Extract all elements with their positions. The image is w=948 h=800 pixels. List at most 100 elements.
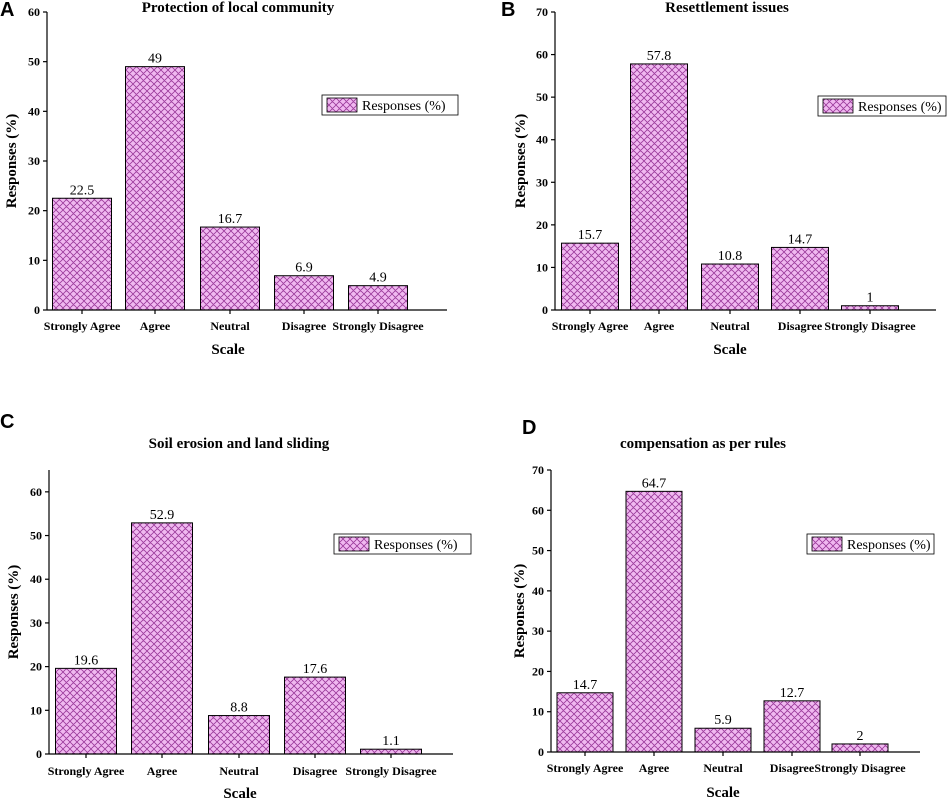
panel-letter: C (0, 411, 14, 433)
x-tick-label: Strongly Agree (552, 319, 629, 333)
y-tick-label: 70 (532, 463, 544, 477)
data-label: 6.9 (295, 261, 313, 276)
data-label: 19.6 (74, 653, 99, 668)
y-tick-label: 10 (532, 705, 544, 719)
bar (131, 522, 193, 755)
data-label: 1 (867, 291, 874, 306)
data-label: 52.9 (150, 508, 175, 523)
y-tick-label: 30 (536, 175, 548, 189)
chart-panel-b: B Resettlement issues15.757.810.814.71010… (501, 0, 947, 358)
bar (701, 263, 759, 311)
x-axis-label: Scale (713, 342, 747, 358)
panel-letter: A (0, 0, 14, 21)
y-tick-label: 20 (536, 218, 548, 232)
data-label: 4.9 (369, 271, 387, 286)
bar (200, 226, 260, 311)
legend-label: Responses (%) (858, 100, 942, 115)
bar (360, 748, 422, 755)
y-tick-label: 50 (536, 90, 548, 104)
y-tick-label: 0 (538, 745, 544, 759)
bar (694, 727, 752, 753)
data-label: 14.7 (573, 678, 598, 693)
y-tick-label: 20 (30, 660, 42, 674)
bar (625, 490, 683, 753)
bar (771, 246, 829, 311)
data-label: 1.1 (382, 734, 400, 749)
x-tick-label: Strongly Agree (48, 764, 125, 778)
x-tick-label: Strongly Agree (547, 761, 624, 775)
data-label: 10.8 (718, 249, 743, 264)
panel-letter: D (522, 417, 536, 439)
data-label: 16.7 (218, 212, 243, 227)
chart-title: Resettlement issues (665, 0, 789, 16)
legend: Responses (%) (333, 533, 472, 555)
legend-label: Responses (%) (362, 99, 446, 114)
bar (274, 275, 334, 311)
y-axis-label: Responses (%) (4, 114, 20, 209)
legend-swatch (338, 536, 370, 552)
y-axis-label: Responses (%) (513, 114, 529, 209)
bar (348, 285, 408, 311)
y-tick-label: 30 (28, 154, 40, 168)
data-label: 49 (148, 52, 162, 67)
legend-label: Responses (%) (847, 538, 931, 553)
data-label: 8.8 (230, 701, 248, 716)
x-tick-label: Strongly Disagree (332, 319, 424, 333)
y-tick-label: 0 (34, 303, 40, 317)
y-tick-label: 40 (28, 104, 40, 118)
y-tick-label: 60 (532, 503, 544, 517)
y-tick-label: 20 (532, 664, 544, 678)
y-tick-label: 20 (28, 204, 40, 218)
legend-swatch (822, 98, 854, 114)
data-label: 57.8 (647, 49, 672, 64)
legend-swatch (811, 536, 843, 552)
y-tick-label: 40 (532, 584, 544, 598)
x-tick-label: Agree (140, 319, 171, 333)
bar (763, 700, 821, 753)
legend: Responses (%) (806, 533, 935, 555)
y-tick-label: 60 (28, 5, 40, 19)
bar (630, 63, 688, 311)
x-tick-label: Strongly Disagree (345, 764, 437, 778)
chart-panel-c: C Soil erosion and land sliding 19.6 52.9 8.… (0, 411, 472, 800)
y-tick-label: 40 (536, 133, 548, 147)
y-tick-label: 50 (532, 544, 544, 558)
bar (556, 692, 614, 753)
data-label: 15.7 (578, 228, 603, 243)
bar (561, 242, 619, 311)
legend: Responses (%) (321, 94, 459, 116)
bar (284, 676, 346, 755)
x-tick-label: Strongly Disagree (824, 319, 916, 333)
x-axis-label: Scale (211, 342, 245, 358)
bar (208, 715, 270, 755)
y-axis-label: Responses (%) (6, 565, 22, 660)
x-tick-label: Neutral (710, 319, 750, 333)
x-axis-label: Scale (706, 785, 740, 800)
data-label: 2 (857, 729, 864, 744)
bar (841, 305, 899, 311)
x-tick-label: Agree (639, 761, 670, 775)
y-axis-label: Responses (%) (512, 564, 528, 659)
legend-swatch (326, 97, 358, 113)
bar (831, 743, 889, 753)
y-tick-label: 0 (542, 303, 548, 317)
chart-title: compensation as per rules (620, 436, 786, 452)
y-tick-label: 50 (28, 55, 40, 69)
bar (55, 667, 117, 755)
data-label: 64.7 (642, 476, 667, 491)
x-tick-label: Agree (147, 764, 178, 778)
y-tick-label: 50 (30, 529, 42, 543)
x-tick-label: Neutral (219, 764, 259, 778)
y-tick-label: 40 (30, 572, 42, 586)
y-tick-label: 70 (536, 5, 548, 19)
x-tick-label: Agree (644, 319, 675, 333)
y-tick-label: 10 (536, 260, 548, 274)
y-tick-label: 60 (30, 485, 42, 499)
y-tick-label: 0 (36, 747, 42, 761)
legend-label: Responses (%) (374, 538, 458, 553)
x-tick-label: Neutral (210, 319, 250, 333)
data-label: 5.9 (714, 713, 732, 728)
x-tick-label: Disagree (770, 761, 815, 775)
